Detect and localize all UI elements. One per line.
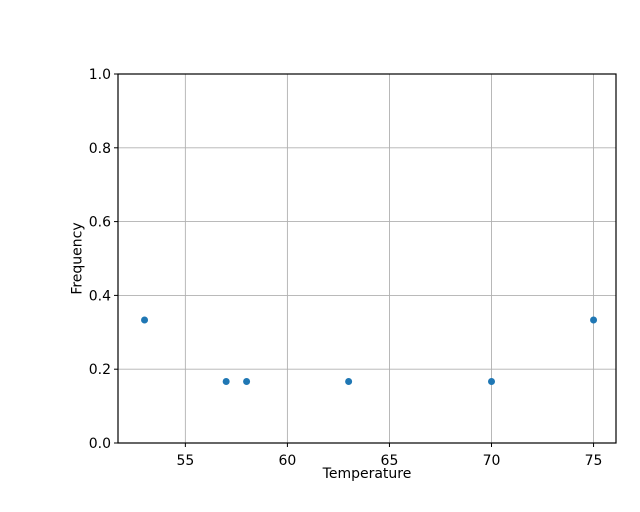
data-point <box>141 316 149 324</box>
y-tick-label: 0.8 <box>89 141 111 157</box>
y-axis-label: Frequency <box>70 222 86 294</box>
x-tick-label: 60 <box>278 453 296 469</box>
scatter-plot-figure: 55 60 65 70 75 0.0 0.2 0.4 0.6 0.8 1.0 Temperature… <box>40 16 640 496</box>
x-tick-label: 55 <box>176 453 194 469</box>
data-point <box>222 377 230 385</box>
data-points <box>141 316 598 385</box>
y-tick-label: 1.0 <box>89 67 111 83</box>
chart-canvas: 55 60 65 70 75 0.0 0.2 0.4 0.6 0.8 1.0 Temperature… <box>70 67 617 482</box>
data-point <box>243 377 251 385</box>
x-tick-label: 65 <box>381 453 399 469</box>
y-tick-label: 0.0 <box>89 436 111 452</box>
y-tick-label: 0.4 <box>89 288 111 304</box>
x-axis-label: Temperature <box>322 466 412 482</box>
tick-labels: 55 60 65 70 75 0.0 0.2 0.4 0.6 0.8 1.0 <box>89 67 603 469</box>
data-point <box>345 377 353 385</box>
x-tick-label: 70 <box>483 453 501 469</box>
y-tick-label: 0.2 <box>89 362 111 378</box>
axis-ticks <box>114 73 595 447</box>
plot-border <box>117 73 617 444</box>
x-tick-label: 75 <box>585 453 603 469</box>
y-tick-label: 0.6 <box>89 215 111 231</box>
gridlines <box>118 73 616 444</box>
data-point <box>488 377 495 385</box>
data-point <box>590 316 598 324</box>
